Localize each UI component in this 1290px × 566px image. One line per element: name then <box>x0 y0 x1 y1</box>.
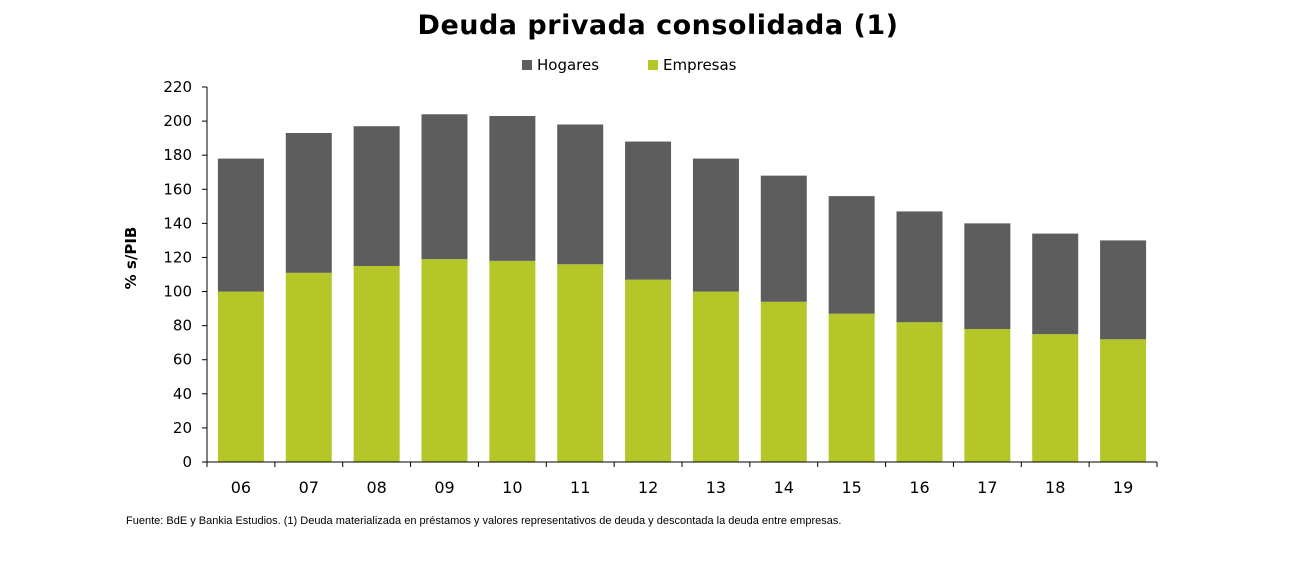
bar-empresas-18 <box>1032 334 1078 462</box>
bar-hogares-15 <box>829 196 875 314</box>
x-tick-label-14: 14 <box>774 478 794 497</box>
y-tick-label-40: 40 <box>173 385 192 403</box>
bar-hogares-08 <box>354 126 400 266</box>
x-tick-label-16: 16 <box>909 478 929 497</box>
x-tick-label-07: 07 <box>299 478 319 497</box>
bar-hogares-17 <box>964 223 1010 329</box>
bar-hogares-18 <box>1032 234 1078 335</box>
bar-empresas-11 <box>557 264 603 462</box>
bar-empresas-17 <box>964 329 1010 462</box>
bar-empresas-16 <box>897 322 943 462</box>
bar-hogares-12 <box>625 142 671 280</box>
y-tick-label-100: 100 <box>163 283 192 301</box>
x-tick-label-13: 13 <box>706 478 726 497</box>
x-tick-label-17: 17 <box>977 478 997 497</box>
y-tick-label-0: 0 <box>182 453 192 471</box>
x-tick-label-12: 12 <box>638 478 658 497</box>
bar-hogares-06 <box>218 159 264 292</box>
x-tick-label-06: 06 <box>231 478 251 497</box>
y-tick-label-60: 60 <box>173 351 192 369</box>
bars-layer <box>218 114 1146 462</box>
bar-empresas-10 <box>489 261 535 462</box>
bar-hogares-09 <box>422 114 468 259</box>
bar-empresas-07 <box>286 273 332 462</box>
y-tick-label-120: 120 <box>163 248 192 266</box>
y-tick-label-180: 180 <box>163 146 192 164</box>
bar-hogares-10 <box>489 116 535 261</box>
x-tick-label-15: 15 <box>841 478 861 497</box>
y-tick-label-140: 140 <box>163 214 192 232</box>
y-tick-label-20: 20 <box>173 419 192 437</box>
bar-empresas-12 <box>625 280 671 462</box>
y-tick-label-200: 200 <box>163 112 192 130</box>
bar-empresas-06 <box>218 292 264 462</box>
x-tick-label-10: 10 <box>502 478 522 497</box>
bar-hogares-13 <box>693 159 739 292</box>
bar-empresas-14 <box>761 302 807 462</box>
bar-hogares-19 <box>1100 240 1146 339</box>
chart-plot: 0 20 40 60 80 100 120 140 160 180 200 220 06 07 08 09 10… <box>0 0 1290 566</box>
bar-hogares-14 <box>761 176 807 302</box>
x-tick-label-08: 08 <box>366 478 386 497</box>
bar-hogares-16 <box>897 211 943 322</box>
bar-empresas-08 <box>354 266 400 462</box>
bar-empresas-13 <box>693 292 739 462</box>
bar-hogares-07 <box>286 133 332 273</box>
x-tick-label-11: 11 <box>570 478 590 497</box>
x-tick-label-19: 19 <box>1113 478 1133 497</box>
bar-empresas-15 <box>829 314 875 462</box>
y-axis-label: % s/PIB <box>122 227 140 290</box>
y-tick-label-160: 160 <box>163 180 192 198</box>
y-tick-label-220: 220 <box>163 78 192 96</box>
y-tick-label-80: 80 <box>173 317 192 335</box>
x-tick-label-18: 18 <box>1045 478 1065 497</box>
bar-empresas-09 <box>422 259 468 462</box>
bar-empresas-19 <box>1100 339 1146 462</box>
footnote: Fuente: BdE y Bankia Estudios. (1) Deuda… <box>126 515 841 527</box>
x-tick-label-09: 09 <box>434 478 454 497</box>
bar-hogares-11 <box>557 125 603 265</box>
